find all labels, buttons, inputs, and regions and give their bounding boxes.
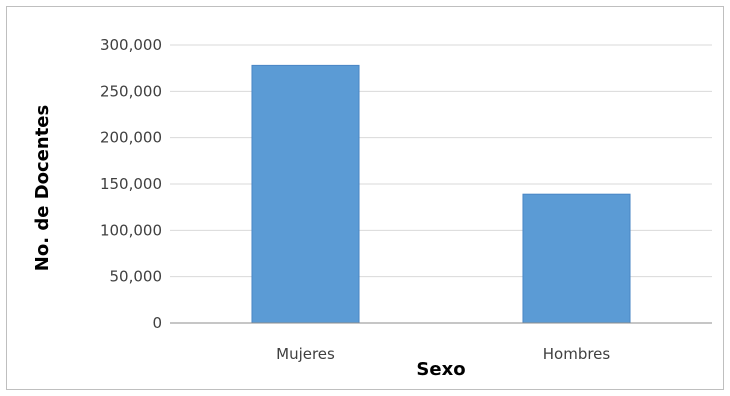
x-tick-labels: Mujeres Hombres <box>276 345 610 363</box>
bars <box>251 64 631 324</box>
y-tick-labels: 0 50,000 100,000 150,000 200,000 250,000 300,0… <box>100 36 162 332</box>
bar-mujeres <box>251 64 360 324</box>
y-tick-label: 100,000 <box>100 221 162 239</box>
x-tick-label: Hombres <box>543 345 611 363</box>
y-tick-label: 50,000 <box>110 268 163 286</box>
x-axis-title: Sexo <box>416 359 465 380</box>
y-tick-label: 0 <box>152 314 162 332</box>
y-tick-label: 150,000 <box>100 175 162 193</box>
y-tick-label: 250,000 <box>100 82 162 100</box>
bar-hombres <box>522 193 631 324</box>
y-tick-label: 200,000 <box>100 129 162 147</box>
gridlines <box>170 44 712 278</box>
y-tick-label: 300,000 <box>100 36 162 54</box>
x-tick-label: Mujeres <box>276 345 335 363</box>
y-axis-title: No. de Docentes <box>32 105 53 271</box>
